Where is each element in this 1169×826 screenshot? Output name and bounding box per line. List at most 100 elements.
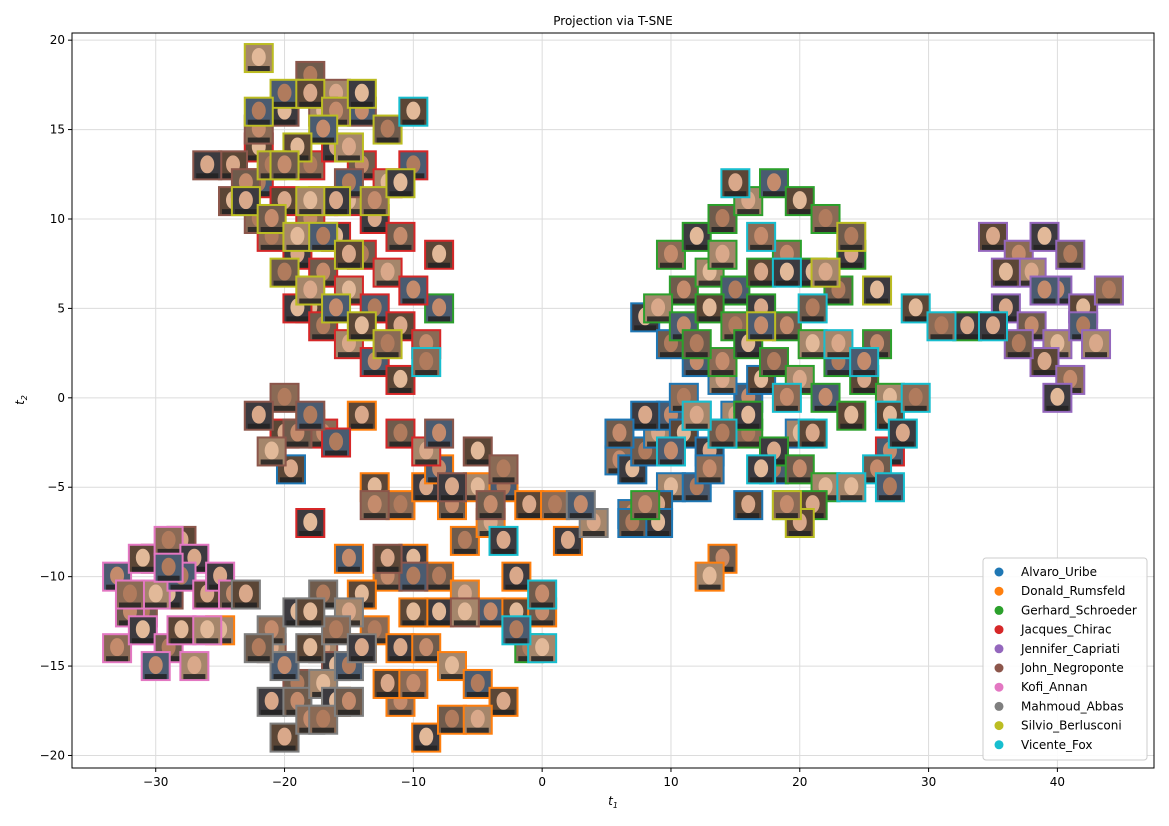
suit-shape — [157, 575, 180, 581]
face-shape — [135, 620, 150, 639]
face-thumbnail-Jacques_Chirac — [385, 418, 416, 449]
face-shape — [432, 423, 447, 442]
suit-shape — [814, 280, 837, 286]
suit-shape — [389, 441, 412, 447]
face-shape — [741, 495, 756, 514]
face-thumbnail-Donald_Rumsfeld — [424, 597, 455, 628]
suit-shape — [389, 513, 412, 519]
face-shape — [702, 566, 717, 585]
face-shape — [251, 638, 266, 657]
suit-shape — [286, 441, 309, 447]
face-shape — [419, 727, 434, 746]
suit-shape — [750, 244, 773, 250]
suit-shape — [814, 226, 837, 232]
face-shape — [702, 459, 717, 478]
face-thumbnail-Alvaro_Uribe — [733, 490, 764, 521]
suit-shape — [466, 459, 489, 465]
suit-shape — [325, 316, 348, 322]
face-shape — [354, 83, 369, 102]
face-shape — [380, 673, 395, 692]
face-shape — [985, 226, 1000, 245]
legend-label: Jacques_Chirac — [1020, 623, 1112, 637]
face-shape — [277, 656, 292, 675]
face-shape — [779, 387, 794, 406]
suit-shape — [440, 513, 463, 519]
legend-label: Mahmoud_Abbas — [1021, 699, 1124, 713]
suit-shape — [273, 280, 296, 286]
face-thumbnail-Donald_Rumsfeld — [398, 668, 429, 699]
suit-shape — [1085, 352, 1108, 358]
suit-shape — [492, 477, 515, 483]
face-shape — [998, 262, 1013, 281]
face-thumbnail-John_Negroponte — [295, 400, 326, 431]
suit-shape — [492, 548, 515, 554]
suit-shape — [415, 370, 438, 376]
face-thumbnail-Silvio_Berlusconi — [746, 311, 777, 342]
suit-shape — [479, 620, 502, 626]
face-thumbnail-Kofi_Annan — [140, 651, 171, 682]
suit-shape — [376, 137, 399, 143]
face-shape — [110, 638, 125, 657]
suit-shape — [286, 244, 309, 250]
face-thumbnail-Kofi_Annan — [153, 552, 184, 583]
face-shape — [341, 548, 356, 567]
face-thumbnail-Gerhard_Schroeder — [746, 257, 777, 288]
suit-shape — [647, 531, 670, 536]
face-thumbnail-Donald_Rumsfeld — [475, 597, 506, 628]
face-thumbnail-Jacques_Chirac — [282, 293, 313, 324]
x-axis-label-main: t — [608, 794, 614, 808]
y-tick-label: 20 — [50, 33, 65, 47]
face-shape — [303, 638, 318, 657]
face-thumbnail-Silvio_Berlusconi — [771, 490, 802, 521]
face-thumbnail-Vicente_Fox — [797, 293, 828, 324]
face-shape — [483, 602, 498, 621]
face-thumbnail-Mahmoud_Abbas — [269, 651, 300, 682]
face-shape — [303, 191, 318, 210]
suit-shape — [466, 691, 489, 697]
suit-shape — [840, 262, 863, 268]
legend-marker — [994, 701, 1004, 711]
suit-shape — [299, 209, 322, 215]
suit-shape — [428, 584, 451, 590]
suit-shape — [750, 334, 773, 340]
y-axis-label: t2 — [13, 395, 29, 405]
suit-shape — [402, 620, 425, 626]
face-thumbnail-John_Negroponte — [256, 436, 287, 467]
face-shape — [715, 423, 730, 442]
suit-shape — [698, 316, 721, 322]
suit-shape — [350, 119, 373, 125]
suit-shape — [234, 209, 257, 215]
face-thumbnail-Vicente_Fox — [823, 329, 854, 360]
face-thumbnail-Kofi_Annan — [127, 543, 158, 574]
x-axis-label: t1 — [608, 794, 618, 810]
suit-shape — [763, 370, 786, 376]
suit-shape — [698, 584, 721, 590]
suit-shape — [440, 727, 463, 733]
suit-shape — [659, 459, 682, 465]
suit-shape — [170, 584, 193, 590]
face-thumbnail-John_Negroponte — [462, 436, 493, 467]
face-shape — [277, 387, 292, 406]
x-tick-label: −20 — [272, 775, 297, 789]
legend-marker — [994, 644, 1004, 654]
face-thumbnail-John_Negroponte — [436, 472, 467, 503]
face-thumbnail-Silvio_Berlusconi — [385, 168, 416, 199]
suit-shape — [144, 602, 167, 608]
face-shape — [831, 334, 846, 353]
suit-shape — [273, 119, 296, 125]
face-thumbnail-Silvio_Berlusconi — [256, 203, 287, 234]
suit-shape — [350, 423, 373, 429]
legend-label: John_Negroponte — [1020, 661, 1124, 675]
suit-shape — [672, 298, 695, 304]
suit-shape — [891, 441, 914, 447]
suit-shape — [312, 137, 335, 143]
face-thumbnail-Gerhard_Schroeder — [643, 293, 674, 324]
face-shape — [676, 280, 691, 299]
suit-shape — [279, 477, 302, 483]
suit-shape — [647, 316, 670, 322]
suit-shape — [337, 674, 360, 680]
face-thumbnail-Donald_Rumsfeld — [424, 561, 455, 592]
x-tick-label: 40 — [1050, 775, 1065, 789]
face-thumbnail-Gerhard_Schroeder — [810, 382, 841, 413]
face-thumbnail-Kofi_Annan — [102, 633, 133, 664]
